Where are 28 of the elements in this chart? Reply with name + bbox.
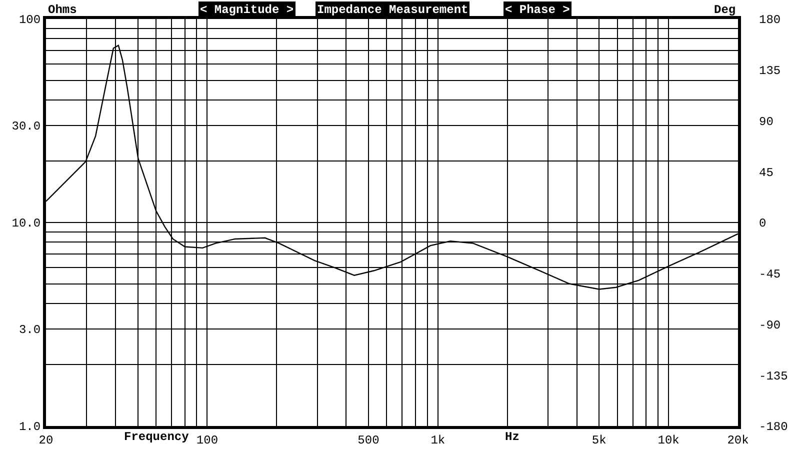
y2-tick-label: 45 xyxy=(759,166,774,180)
y-tick-label: 100 xyxy=(18,13,41,28)
y2-tick-label: -90 xyxy=(759,318,781,332)
x-axis-title: Frequency xyxy=(124,430,189,444)
x-tick-label: 10k xyxy=(658,433,680,448)
text: Hz xyxy=(505,430,520,444)
y-tick-label: 3.0 xyxy=(18,323,41,338)
x-tick-label: 5k xyxy=(592,433,606,448)
text: < Magnitude > xyxy=(200,3,294,17)
y-tick-label: 30.0 xyxy=(12,120,41,134)
y2-tick-label: 90 xyxy=(759,114,774,129)
y2-tick-label: -135 xyxy=(759,369,788,384)
text: < Phase > xyxy=(505,3,570,17)
y2-tick-label: -180 xyxy=(759,420,788,434)
y2-axis-title: Deg xyxy=(714,3,736,17)
y2-tick-label: 180 xyxy=(759,13,781,28)
y-tick-label: 10.0 xyxy=(12,216,41,231)
y-tick-label: 1.0 xyxy=(18,420,41,434)
y2-tick-label: 0 xyxy=(759,216,766,231)
x-tick-label: 100 xyxy=(196,433,218,448)
x-tick-label: 500 xyxy=(358,433,380,448)
y2-tick-label: 135 xyxy=(759,64,781,78)
y2-tick-label: -45 xyxy=(759,268,781,282)
x-tick-label: 1k xyxy=(430,433,446,448)
y-axis-title: Ohms xyxy=(48,3,77,17)
x-tick-label: 20k xyxy=(727,433,749,448)
chart-title: Impedance Measurement xyxy=(317,3,468,17)
x-tick-label: 20 xyxy=(38,433,54,448)
